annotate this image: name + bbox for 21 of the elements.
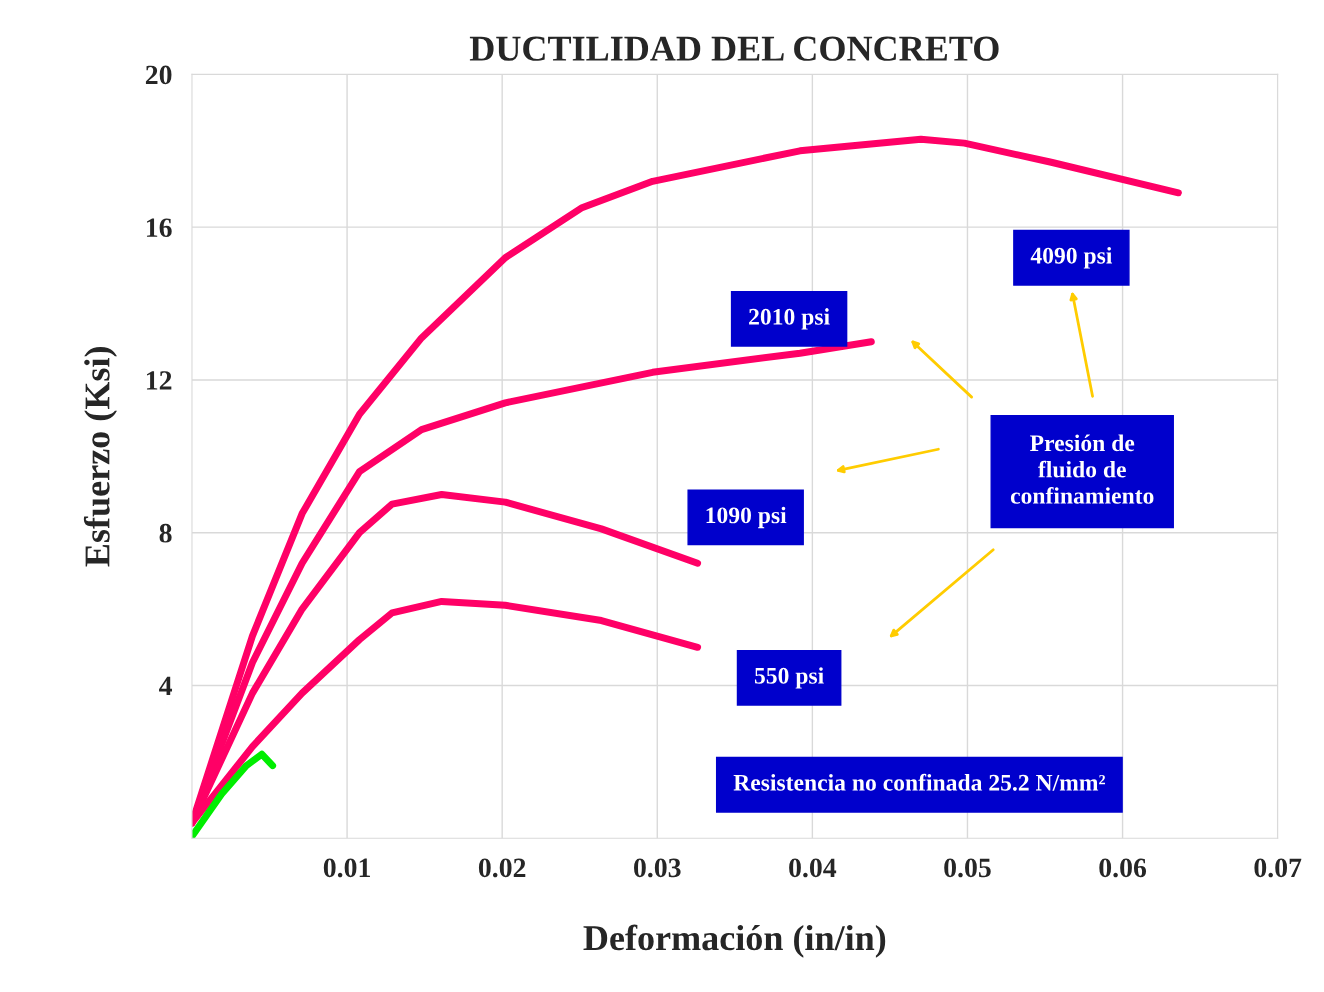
x-tick-label: 0.07 bbox=[1254, 858, 1302, 878]
x-tick-label: 0.03 bbox=[634, 858, 681, 878]
y-axis-title: Esfuerzo (Ksi) bbox=[83, 347, 117, 567]
x-tick-label: 0.04 bbox=[789, 858, 837, 878]
x-tick-label: 0.02 bbox=[478, 858, 526, 878]
x-tick-label: 0.06 bbox=[1099, 858, 1147, 878]
x-tick-label: 0.05 bbox=[944, 858, 991, 878]
text: 550 psi bbox=[754, 667, 824, 689]
x-tick-label: 0.01 bbox=[323, 858, 370, 878]
series-label: 2010 psi bbox=[749, 308, 830, 330]
x-axis-title: Deformación (in/in) bbox=[583, 924, 886, 958]
text: 4090 psi bbox=[1030, 247, 1113, 269]
y-tick-label: 12 bbox=[146, 371, 172, 390]
y-tick-label: 20 bbox=[145, 65, 172, 85]
y-tick-label: 8 bbox=[159, 523, 172, 543]
annotation: Presión de fluido de confinamiento bbox=[1010, 434, 1154, 504]
series-label: 1090 psi bbox=[706, 506, 787, 529]
chart-title: DUCTILIDAD DEL CONCRETO bbox=[469, 36, 999, 61]
y-tick-label: 16 bbox=[146, 218, 172, 238]
y-tick-label: 4 bbox=[159, 676, 173, 696]
annotation: Resistencia no confinada 25.2 N/mm² bbox=[733, 773, 1106, 791]
